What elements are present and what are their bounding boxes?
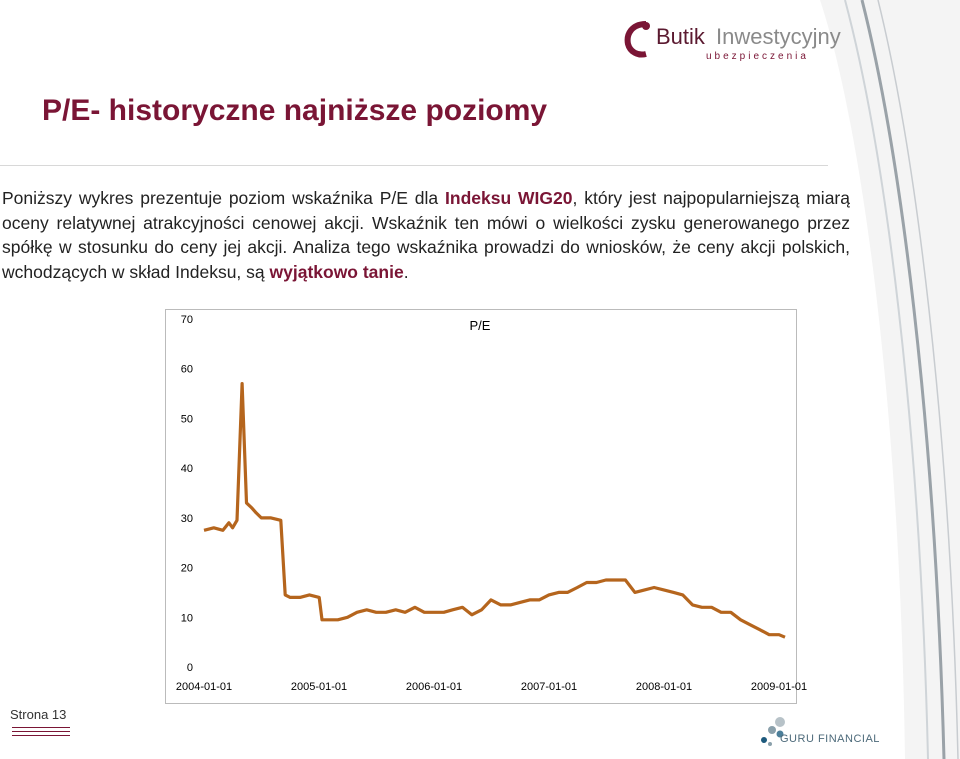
logo-name-part2: Inwestycyjny [716, 24, 841, 49]
footer-rule [12, 735, 70, 736]
paragraph-part2: , który jest najpopularniejszą miarą oce… [2, 188, 850, 282]
page-number: Strona 13 [10, 707, 67, 722]
footer-rule [12, 731, 70, 732]
highlight-cheap: wyjątkowo tanie [269, 261, 404, 282]
logo-subtitle: ubezpieczenia [706, 51, 809, 62]
highlight-index: Indeksu WIG20 [445, 188, 573, 208]
footer-rule [12, 727, 70, 728]
logo-name-part1: Butik [656, 24, 705, 49]
butik-logo: Butik Inwestycyjny ubezpieczenia [624, 18, 841, 64]
paragraph-part3: . [403, 261, 409, 282]
title-divider [0, 165, 828, 166]
paragraph-part1: Poniższy wykres prezentuje poziom wskaźn… [2, 188, 446, 208]
intro-paragraph: Poniższy wykres prezentuje poziom wskaźn… [2, 186, 850, 284]
pe-chart-frame [165, 309, 797, 704]
guru-financial-text: GURU FINANCIAL [780, 733, 880, 745]
butik-logo-icon [624, 21, 650, 58]
page-title: P/E- historyczne najniższe poziomy [42, 94, 548, 127]
guru-financial-logo-icon [761, 717, 785, 746]
